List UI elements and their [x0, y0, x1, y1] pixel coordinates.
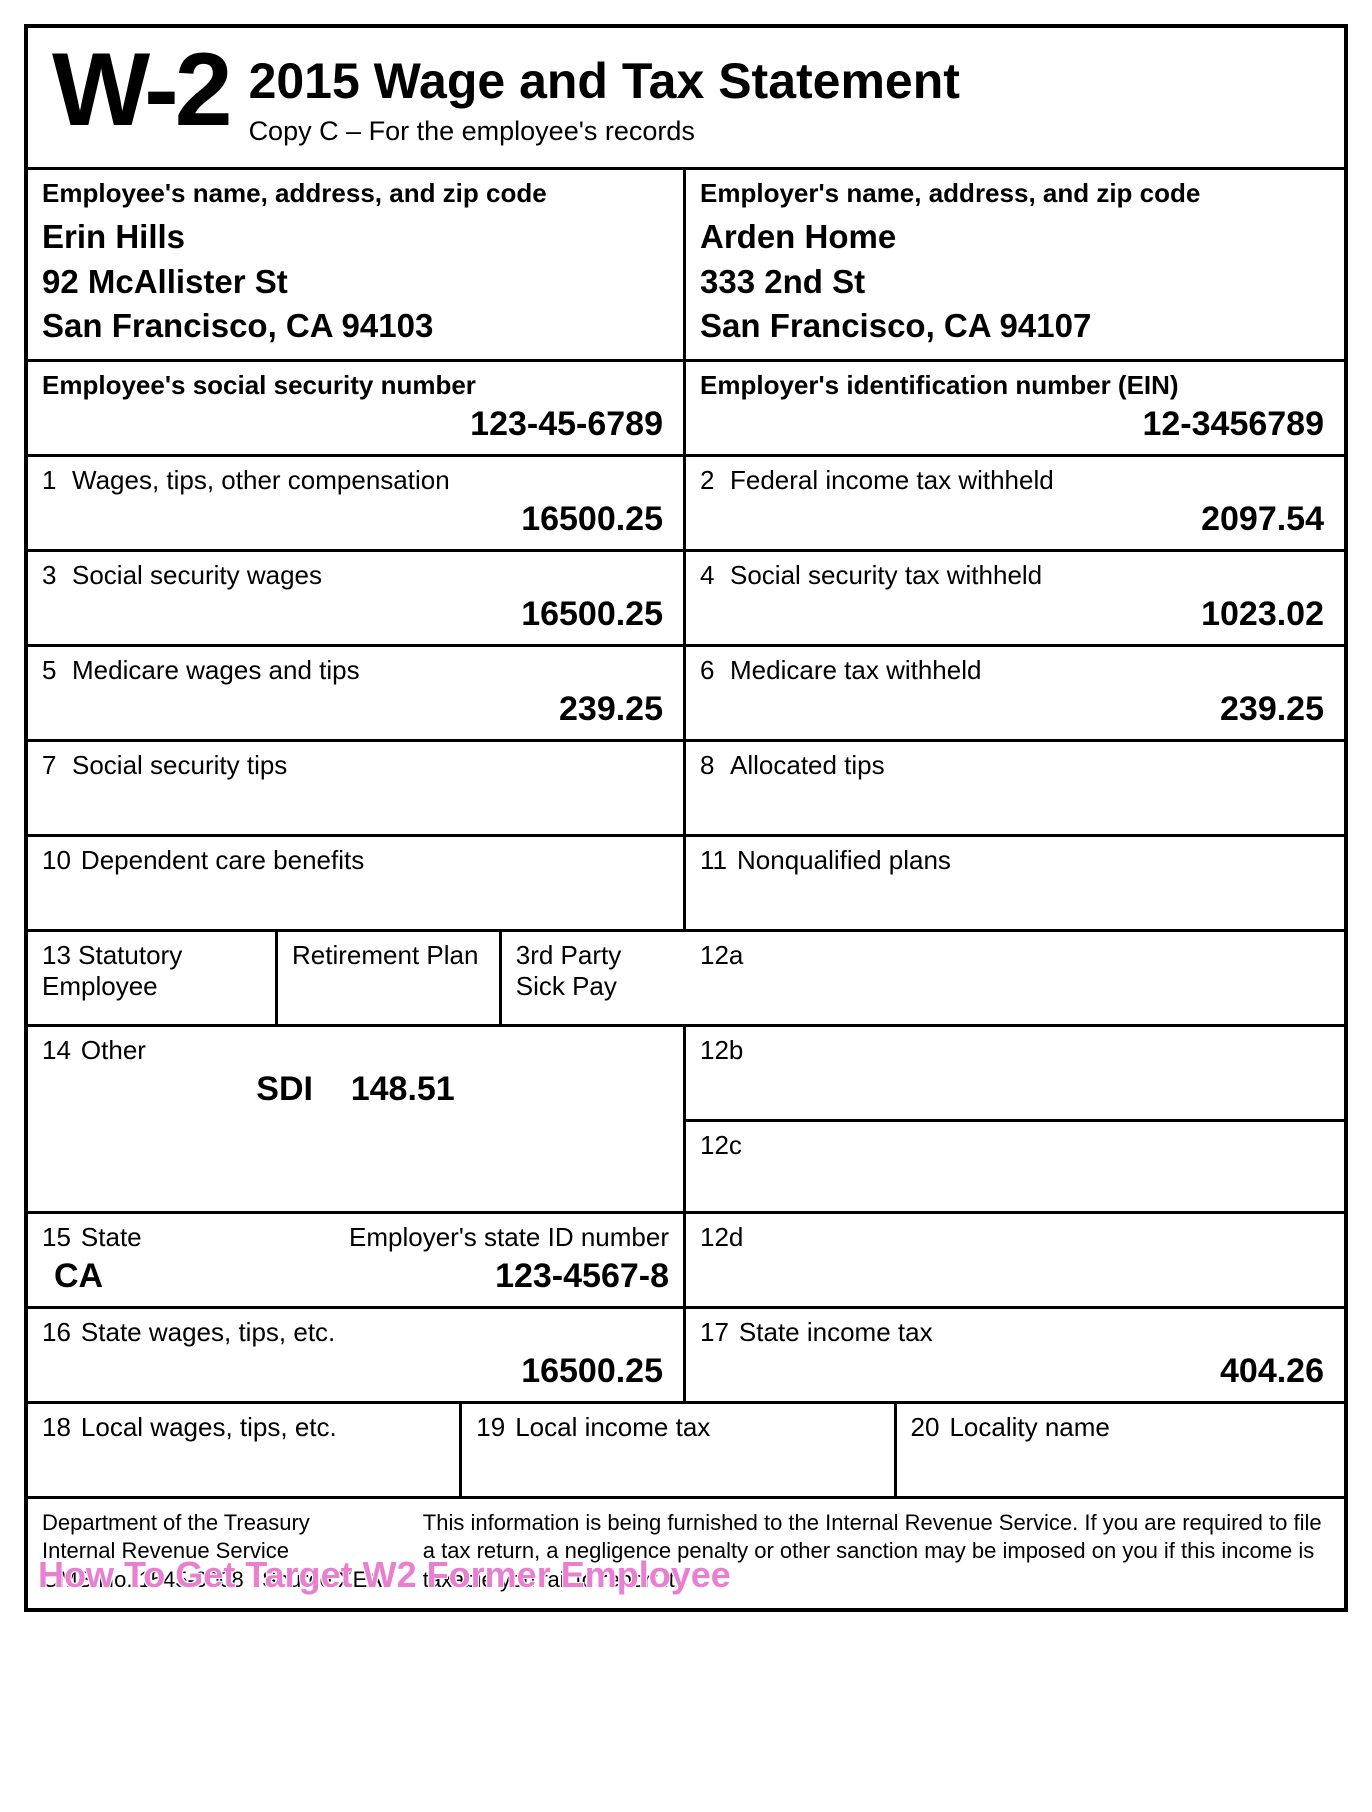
box15-eid-label: Employer's state ID number: [349, 1222, 669, 1253]
box12d: 12d: [686, 1214, 1344, 1306]
row-13-12a: 13 Statutory Employee Retirement Plan 3r…: [28, 929, 1344, 1024]
form-subtitle: Copy C – For the employee's records: [249, 116, 960, 147]
box6-value: 239.25: [700, 690, 1330, 729]
box15-state: CA: [42, 1257, 142, 1296]
box1-value: 16500.25: [42, 500, 669, 539]
box19: 19Local income tax: [462, 1404, 896, 1496]
box11: 11Nonqualified plans: [686, 837, 1344, 929]
row-18-19-20: 18Local wages, tips, etc. 19Local income…: [28, 1401, 1344, 1496]
box3-value: 16500.25: [42, 595, 669, 634]
ein-label: Employer's identification number (EIN): [700, 370, 1330, 401]
row-16-17: 16State wages, tips, etc. 16500.25 17Sta…: [28, 1306, 1344, 1401]
box1: 1Wages, tips, other compensation 16500.2…: [28, 457, 686, 549]
employee-cell: Employee's name, address, and zip code E…: [28, 170, 686, 359]
employer-label: Employer's name, address, and zip code: [700, 178, 1330, 209]
employee-name: Erin Hills: [42, 215, 669, 260]
row-5-6: 5Medicare wages and tips 239.25 6Medicar…: [28, 644, 1344, 739]
form-title: 2015 Wage and Tax Statement: [249, 52, 960, 110]
employee-label: Employee's name, address, and zip code: [42, 178, 669, 209]
employer-street: 333 2nd St: [700, 260, 1330, 305]
box20: 20Locality name: [897, 1404, 1344, 1496]
ssn-label: Employee's social security number: [42, 370, 669, 401]
form-header: W-2 2015 Wage and Tax Statement Copy C –…: [28, 28, 1344, 167]
row-10-11: 10Dependent care benefits 11Nonqualified…: [28, 834, 1344, 929]
box13-statutory: 13 Statutory Employee: [28, 932, 278, 1024]
box10: 10Dependent care benefits: [28, 837, 686, 929]
box13-sickpay: 3rd Party Sick Pay: [502, 932, 686, 1024]
box12b: 12b: [686, 1027, 1344, 1119]
box13-retirement: Retirement Plan: [278, 932, 502, 1024]
row-names: Employee's name, address, and zip code E…: [28, 167, 1344, 359]
box17-value: 404.26: [700, 1352, 1330, 1391]
ein-value: 12-3456789: [700, 405, 1330, 444]
w2-form: W-2 2015 Wage and Tax Statement Copy C –…: [24, 24, 1348, 1612]
employee-city: San Francisco, CA 94103: [42, 304, 669, 349]
box7: 7Social security tips: [28, 742, 686, 834]
box17: 17State income tax 404.26: [686, 1309, 1344, 1401]
box15-eid: 123-4567-8: [349, 1257, 669, 1296]
form-footer: Department of the Treasury Internal Reve…: [28, 1496, 1344, 1609]
box3: 3Social security wages 16500.25: [28, 552, 686, 644]
box2-value: 2097.54: [700, 500, 1330, 539]
box5-value: 239.25: [42, 690, 669, 729]
box16-value: 16500.25: [42, 1352, 669, 1391]
box18: 18Local wages, tips, etc.: [28, 1404, 462, 1496]
box12a: 12a: [686, 932, 1344, 1024]
employer-city: San Francisco, CA 94107: [700, 304, 1330, 349]
row-7-8: 7Social security tips 8Allocated tips: [28, 739, 1344, 834]
employer-name: Arden Home: [700, 215, 1330, 260]
box2: 2Federal income tax withheld 2097.54: [686, 457, 1344, 549]
footer-left: Department of the Treasury Internal Reve…: [42, 1509, 395, 1595]
box13: 13 Statutory Employee Retirement Plan 3r…: [28, 932, 686, 1024]
row-3-4: 3Social security wages 16500.25 4Social …: [28, 549, 1344, 644]
employee-street: 92 McAllister St: [42, 260, 669, 305]
box12c: 12c: [686, 1119, 1344, 1211]
employee-address: Erin Hills 92 McAllister St San Francisc…: [42, 215, 669, 349]
title-block: 2015 Wage and Tax Statement Copy C – For…: [249, 44, 960, 147]
employer-address: Arden Home 333 2nd St San Francisco, CA …: [700, 215, 1330, 349]
ssn-value: 123-45-6789: [42, 405, 669, 444]
box5: 5Medicare wages and tips 239.25: [28, 647, 686, 739]
box4-value: 1023.02: [700, 595, 1330, 634]
box6: 6Medicare tax withheld 239.25: [686, 647, 1344, 739]
ein-cell: Employer's identification number (EIN) 1…: [686, 362, 1344, 454]
row-ids: Employee's social security number 123-45…: [28, 359, 1344, 454]
box14-value: SDI 148.51: [42, 1070, 669, 1109]
box12bc-stack: 12b 12c: [686, 1027, 1344, 1211]
employer-cell: Employer's name, address, and zip code A…: [686, 170, 1344, 359]
box8: 8Allocated tips: [686, 742, 1344, 834]
row-14-12bc: 14Other SDI 148.51 12b 12c: [28, 1024, 1344, 1211]
row-15-12d: 15State CA Employer's state ID number 12…: [28, 1211, 1344, 1306]
box14: 14Other SDI 148.51: [28, 1027, 686, 1211]
form-code: W-2: [52, 44, 229, 138]
box15: 15State CA Employer's state ID number 12…: [28, 1214, 686, 1306]
footer-right: This information is being furnished to t…: [423, 1509, 1330, 1595]
box16: 16State wages, tips, etc. 16500.25: [28, 1309, 686, 1401]
ssn-cell: Employee's social security number 123-45…: [28, 362, 686, 454]
row-1-2: 1Wages, tips, other compensation 16500.2…: [28, 454, 1344, 549]
box4: 4Social security tax withheld 1023.02: [686, 552, 1344, 644]
